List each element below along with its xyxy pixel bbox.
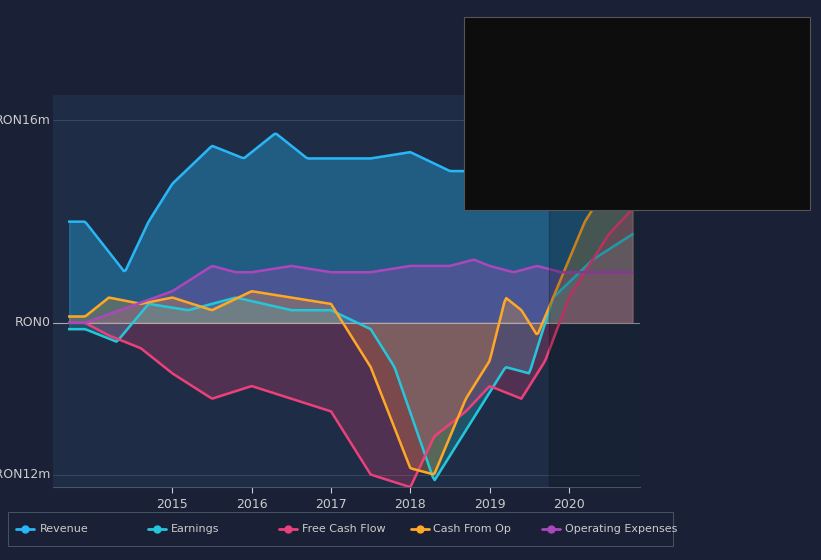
Text: Revenue: Revenue (39, 524, 88, 534)
Text: RON7.125m: RON7.125m (644, 89, 713, 99)
Text: Earnings: Earnings (171, 524, 219, 534)
Text: Cash From Op: Cash From Op (475, 161, 548, 171)
Text: -RON12m: -RON12m (0, 468, 50, 481)
Text: Cash From Op: Cash From Op (433, 524, 511, 534)
Text: /yr: /yr (706, 64, 723, 74)
Text: profit margin: profit margin (675, 109, 747, 118)
Text: Earnings: Earnings (475, 89, 520, 99)
Bar (8, 512, 673, 546)
Text: RON0: RON0 (15, 316, 50, 329)
Text: RON11.451m: RON11.451m (644, 161, 721, 171)
Text: Free Cash Flow: Free Cash Flow (302, 524, 386, 534)
Text: RON3.676m: RON3.676m (644, 186, 713, 195)
Bar (549, 95, 640, 487)
Text: Free Cash Flow: Free Cash Flow (475, 136, 553, 146)
Text: Operating Expenses: Operating Expenses (475, 186, 580, 195)
Text: Operating Expenses: Operating Expenses (565, 524, 677, 534)
Text: /yr: /yr (700, 186, 718, 195)
Text: RON9.310m: RON9.310m (644, 136, 713, 146)
Text: RON16m: RON16m (0, 114, 50, 127)
Text: 44.5%: 44.5% (644, 109, 681, 118)
Text: /yr: /yr (700, 136, 718, 146)
Text: /yr: /yr (700, 89, 718, 99)
Text: /yr: /yr (706, 161, 723, 171)
Text: RON15.995m: RON15.995m (644, 64, 720, 74)
Text: Revenue: Revenue (475, 64, 520, 74)
Text: Jun 30 2020: Jun 30 2020 (475, 30, 553, 43)
